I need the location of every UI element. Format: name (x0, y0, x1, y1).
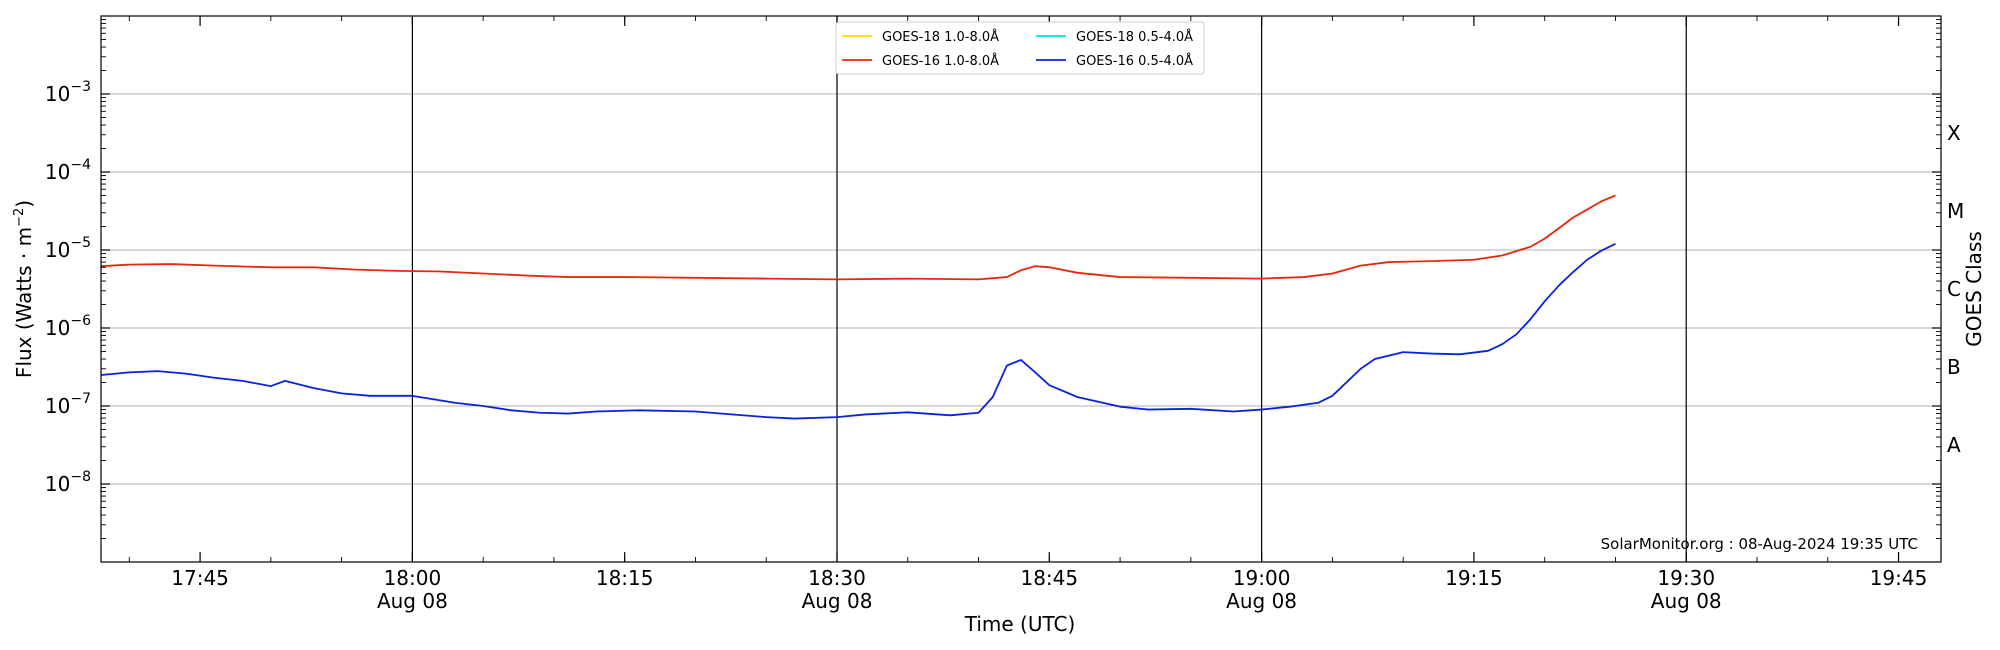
x-tick-label: 17:45 (171, 566, 229, 590)
x-tick-label: 18:00 (384, 566, 442, 590)
goes-class-label: B (1947, 355, 1961, 379)
goes-class-labels: A B C M X (1947, 121, 1964, 457)
goes-class-label: A (1947, 433, 1961, 457)
day-marker-lines (411, 16, 1687, 562)
x-tick-label: 18:30 (808, 566, 866, 590)
y-tick-label: 10−5 (45, 235, 91, 262)
x-tick-label: 19:30 (1657, 566, 1715, 590)
y-tick-labels: 10−8 10−7 10−6 10−5 10−4 10−3 (45, 79, 91, 496)
x-tick-label: 19:45 (1870, 566, 1928, 590)
legend: GOES-18 1.0-8.0Å GOES-18 0.5-4.0Å GOES-16 … (835, 21, 1205, 75)
grid-lines (101, 93, 1941, 485)
y-tick-label: 10−3 (45, 79, 91, 106)
legend-label: GOES-18 1.0-8.0Å (882, 29, 999, 45)
series-line (100, 243, 1616, 420)
x-tick-label: 18:45 (1020, 566, 1078, 590)
y-tick-label: 10−6 (45, 313, 91, 340)
goes-class-label: X (1947, 121, 1961, 145)
axis-ticks (101, 16, 1941, 562)
x-tick-date-label: Aug 08 (802, 589, 873, 613)
y-axis-title: Flux (Watts · m−2) (12, 200, 36, 378)
goes-class-label: C (1947, 277, 1961, 301)
solarmonitor-watermark: SolarMonitor.org : 08-Aug-2024 19:35 UTC (1601, 535, 1918, 553)
legend-label: GOES-16 0.5-4.0Å (1076, 53, 1193, 69)
series-line (100, 194, 1616, 281)
y-axis-title-exponent: −2 (12, 208, 27, 227)
plot-area-frame (100, 15, 1942, 563)
legend-label: GOES-16 1.0-8.0Å (882, 53, 999, 69)
y-tick-label: 10−8 (45, 469, 91, 496)
flux-series (100, 194, 1616, 420)
x-tick-label: 19:15 (1445, 566, 1503, 590)
x-tick-date-label: Aug 08 (1226, 589, 1297, 613)
goes-class-axis-title: GOES Class (1962, 231, 1986, 347)
y-tick-label: 10−7 (45, 391, 91, 418)
x-tick-date-label: Aug 08 (1651, 589, 1722, 613)
goes-class-label: M (1947, 199, 1964, 223)
x-tick-date-label: Aug 08 (377, 589, 448, 613)
y-tick-label: 10−4 (45, 157, 91, 184)
x-tick-label: 19:00 (1233, 566, 1291, 590)
x-axis-title: Time (UTC) (964, 612, 1076, 636)
x-tick-label: 18:15 (596, 566, 654, 590)
legend-box (835, 21, 1205, 75)
legend-label: GOES-18 0.5-4.0Å (1076, 29, 1193, 45)
